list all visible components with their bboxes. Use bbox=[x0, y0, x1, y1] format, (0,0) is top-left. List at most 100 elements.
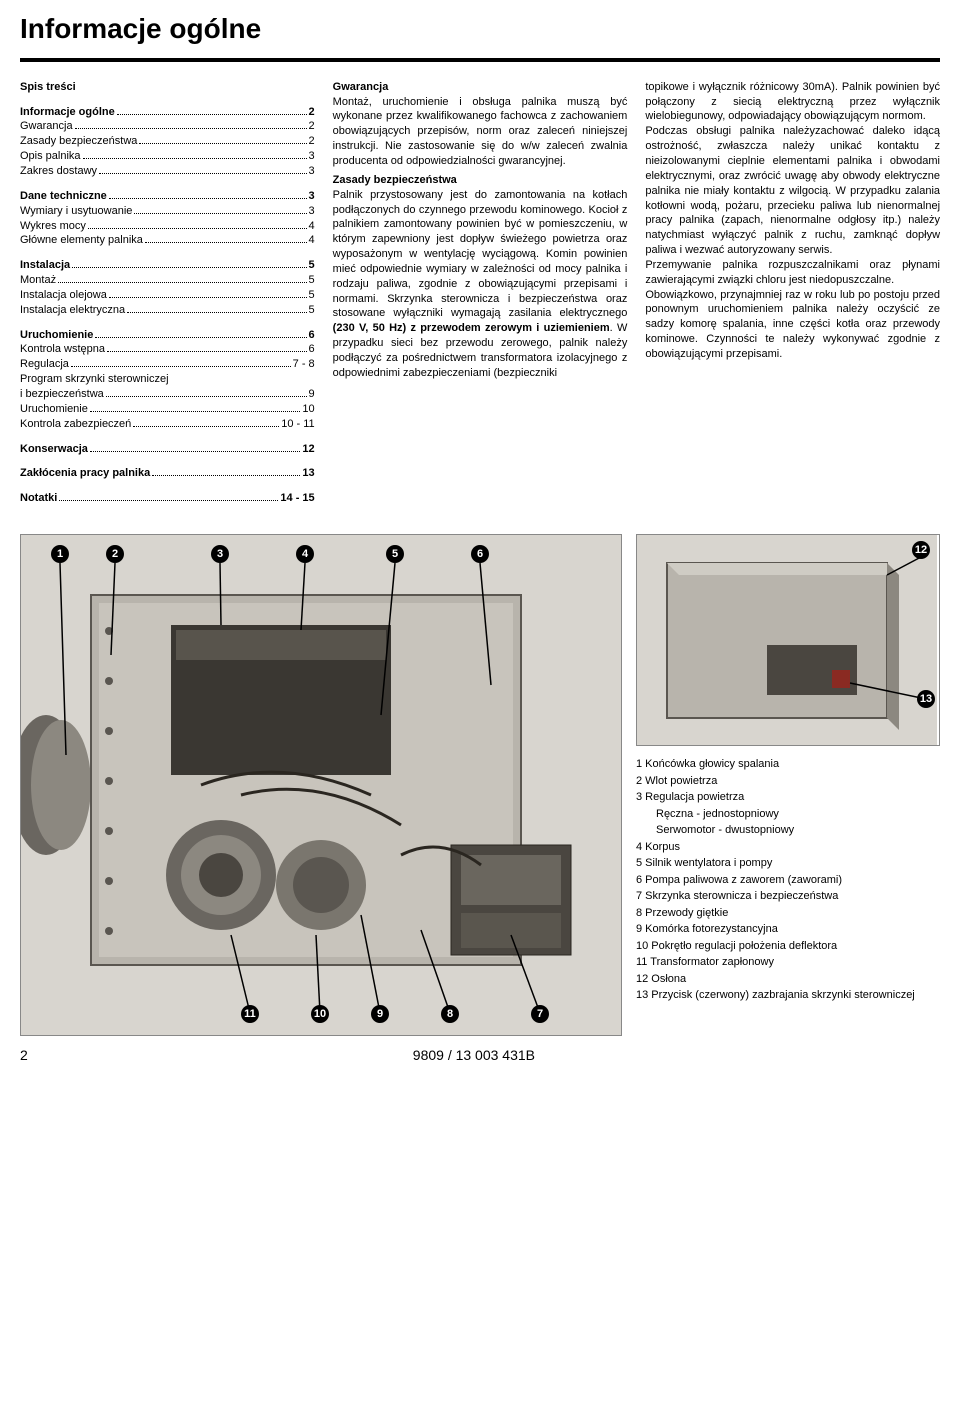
toc-dots bbox=[59, 500, 278, 501]
toc-line: Główne elementy palnika4 bbox=[20, 233, 315, 248]
toc-page: 2 bbox=[309, 134, 315, 149]
toc-label: Montaż bbox=[20, 273, 56, 288]
toc-dots bbox=[95, 337, 306, 338]
figures-row: 123456 1110987 1213 1 Końcówka głowicy s… bbox=[20, 534, 940, 1036]
toc-label: Regulacja bbox=[20, 357, 69, 372]
page-title: Informacje ogólne bbox=[20, 10, 940, 52]
toc-dots bbox=[139, 143, 306, 144]
col3-p3: Przemywanie palnika rozpuszczalnikami or… bbox=[645, 258, 940, 288]
toc-dots bbox=[133, 426, 279, 427]
toc-dots bbox=[145, 242, 307, 243]
col-middle: Gwarancja Montaż, uruchomienie i obsługa… bbox=[333, 80, 628, 516]
legend-item-12: 12 Osłona bbox=[636, 971, 940, 988]
toc-label: Dane techniczne bbox=[20, 189, 107, 204]
legend-item-4: 4 Korpus bbox=[636, 839, 940, 856]
toc-label: Opis palnika bbox=[20, 149, 81, 164]
title-rule bbox=[20, 58, 940, 62]
toc-label: i bezpieczeństwa bbox=[20, 387, 104, 402]
callout-11: 11 bbox=[241, 1005, 259, 1023]
toc-label: Uruchomienie bbox=[20, 328, 93, 343]
col3-p4: Obowiązkowo, przynajmniej raz w roku lub… bbox=[645, 288, 940, 362]
figure-side: 12 13 bbox=[636, 534, 940, 746]
toc-line: Wymiary i usytuowanie3 bbox=[20, 204, 315, 219]
toc-page: 14 - 15 bbox=[280, 491, 314, 506]
toc-line: Informacje ogólne 2 bbox=[20, 105, 315, 120]
toc-label: Wymiary i usytuowanie bbox=[20, 204, 132, 219]
callout-10: 10 bbox=[311, 1005, 329, 1023]
gwarancja-text: Montaż, uruchomienie i obsługa palnika m… bbox=[333, 96, 628, 167]
toc-line: Montaż 5 bbox=[20, 273, 315, 288]
toc-label: Instalacja elektryczna bbox=[20, 303, 125, 318]
toc-dots bbox=[58, 282, 306, 283]
legend-item-11: 11 Transformator zapłonowy bbox=[636, 954, 940, 971]
zasady-heading: Zasady bezpieczeństwa bbox=[333, 174, 457, 186]
toc-label: Informacje ogólne bbox=[20, 105, 115, 120]
toc-page: 6 bbox=[309, 342, 315, 357]
toc-page: 2 bbox=[309, 105, 315, 120]
toc-dots bbox=[71, 366, 291, 367]
col-toc: Spis treści Informacje ogólne2Gwarancja2… bbox=[20, 80, 315, 516]
col-right: topikowe i wyłącznik różnicowy 30mA). Pa… bbox=[645, 80, 940, 516]
toc-container: Informacje ogólne2Gwarancja2Zasady bezpi… bbox=[20, 105, 315, 506]
toc-label: Zakłócenia pracy palnika bbox=[20, 466, 150, 481]
legend-item-5: 5 Silnik wentylatora i pompy bbox=[636, 855, 940, 872]
zasady-block: Zasady bezpieczeństwa Palnik przystosowa… bbox=[333, 173, 628, 381]
legend-item-6: 6 Pompa paliwowa z zaworem (zaworami) bbox=[636, 872, 940, 889]
callout-12: 12 bbox=[912, 541, 930, 559]
toc-line: Wykres mocy4 bbox=[20, 219, 315, 234]
toc-label: Gwarancja bbox=[20, 119, 73, 134]
toc-dots bbox=[109, 297, 307, 298]
toc-line: Kontrola zabezpieczeń 10 - 11 bbox=[20, 417, 315, 432]
toc-page: 10 - 11 bbox=[281, 417, 314, 432]
toc-page: 6 bbox=[309, 328, 315, 343]
legend-subitem: Ręczna - jednostopniowy bbox=[636, 806, 940, 823]
toc-dots bbox=[109, 198, 307, 199]
toc-page: 9 bbox=[309, 387, 315, 402]
legend-item-13: 13 Przycisk (czerwony) zazbrajania skrzy… bbox=[636, 987, 940, 1004]
toc-page: 5 bbox=[309, 273, 315, 288]
toc-page: 5 bbox=[309, 288, 315, 303]
toc-dots bbox=[83, 158, 307, 159]
figure-main-svg bbox=[21, 535, 621, 1035]
figure-legend: 1 Końcówka głowicy spalania2 Wlot powiet… bbox=[636, 756, 940, 1004]
toc-dots bbox=[99, 173, 307, 174]
toc-page: 10 bbox=[302, 402, 314, 417]
legend-item-10: 10 Pokrętło regulacji położenia deflekto… bbox=[636, 938, 940, 955]
toc-line: Uruchomienie10 bbox=[20, 402, 315, 417]
legend-item-1: 1 Końcówka głowicy spalania bbox=[636, 756, 940, 773]
col3-p1: topikowe i wyłącznik różnicowy 30mA). Pa… bbox=[645, 80, 940, 125]
toc-label: Zakres dostawy bbox=[20, 164, 97, 179]
toc-label: Konserwacja bbox=[20, 442, 88, 457]
toc-page: 4 bbox=[309, 233, 315, 248]
toc-line: Uruchomienie 6 bbox=[20, 328, 315, 343]
figure-main: 123456 1110987 bbox=[20, 534, 622, 1036]
callout-1: 1 bbox=[51, 545, 69, 563]
callout-2: 2 bbox=[106, 545, 124, 563]
toc-line: Zakłócenia pracy palnika13 bbox=[20, 466, 315, 481]
callout-4: 4 bbox=[296, 545, 314, 563]
legend-item-9: 9 Komórka fotorezystancyjna bbox=[636, 921, 940, 938]
footer-page-number: 2 bbox=[20, 1046, 28, 1065]
legend-subitem: Serwomotor - dwustopniowy bbox=[636, 822, 940, 839]
toc-label: Kontrola zabezpieczeń bbox=[20, 417, 131, 432]
legend-item-2: 2 Wlot powietrza bbox=[636, 773, 940, 790]
callout-6: 6 bbox=[471, 545, 489, 563]
toc-dots bbox=[117, 114, 307, 115]
toc-dots bbox=[90, 451, 301, 452]
callout-7: 7 bbox=[531, 1005, 549, 1023]
toc-line: Notatki14 - 15 bbox=[20, 491, 315, 506]
callout-8: 8 bbox=[441, 1005, 459, 1023]
callout-13: 13 bbox=[917, 690, 935, 708]
toc-label: Instalacja bbox=[20, 258, 70, 273]
toc-page: 12 bbox=[302, 442, 314, 457]
callout-9: 9 bbox=[371, 1005, 389, 1023]
legend-item-7: 7 Skrzynka sterownicza i bezpieczeństwa bbox=[636, 888, 940, 905]
toc-label: Kontrola wstępna bbox=[20, 342, 105, 357]
toc-line: Instalacja olejowa5 bbox=[20, 288, 315, 303]
toc-page: 5 bbox=[309, 303, 315, 318]
footer-doc-code: 9809 / 13 003 431B bbox=[28, 1046, 920, 1065]
toc-line: Regulacja7 - 8 bbox=[20, 357, 315, 372]
toc-dots bbox=[127, 312, 306, 313]
callout-5: 5 bbox=[386, 545, 404, 563]
toc-line: Instalacja elektryczna 5 bbox=[20, 303, 315, 318]
